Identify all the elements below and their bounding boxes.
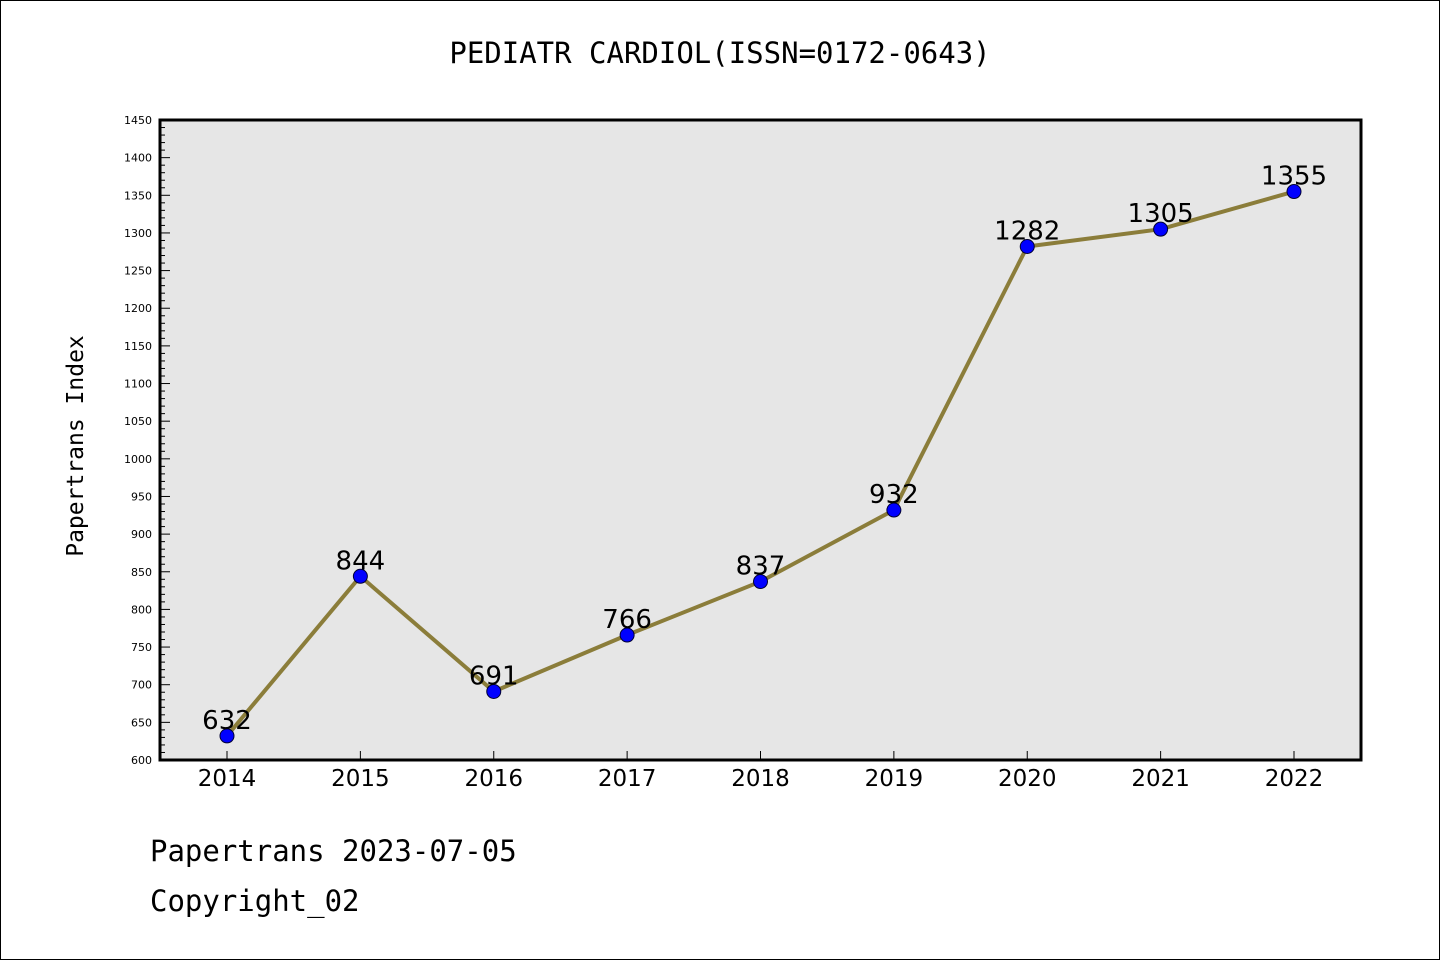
y-tick-label: 1000 (124, 453, 152, 466)
x-tick-label: 2019 (865, 766, 924, 792)
x-tick-label: 2015 (331, 766, 390, 792)
data-markers (219, 184, 1302, 744)
data-label: 1282 (994, 216, 1060, 246)
x-tick-label: 2021 (1131, 766, 1190, 792)
y-tick-label: 600 (131, 754, 152, 767)
y-tick-label: 1250 (124, 265, 152, 278)
x-tick-label: 2018 (731, 766, 790, 792)
x-tick-label: 2014 (198, 766, 257, 792)
y-tick-label: 1450 (124, 114, 152, 127)
y-tick-label: 1400 (124, 152, 152, 165)
data-point-marker (1286, 184, 1302, 200)
x-tick-label: 2016 (464, 766, 523, 792)
x-tick-label: 2022 (1265, 766, 1324, 792)
data-point-marker (219, 728, 235, 744)
data-label: 844 (336, 546, 386, 576)
data-labels: 632 844 691 766 837 932 1282 1305 1355 (202, 162, 1327, 736)
x-axis-ticks: 2014 2015 2016 2017 2018 2019 2020 2021 2022 (198, 751, 1324, 792)
y-tick-label: 1050 (124, 415, 152, 428)
data-label: 932 (869, 480, 919, 510)
y-tick-label: 750 (131, 641, 152, 654)
x-tick-label: 2017 (598, 766, 657, 792)
data-point-marker (886, 502, 902, 518)
data-label: 1355 (1261, 162, 1327, 192)
y-tick-label: 1350 (124, 189, 152, 202)
data-point-marker (619, 627, 635, 643)
footer-date: Papertrans 2023-07-05 (150, 834, 517, 868)
y-tick-label: 1100 (124, 378, 152, 391)
y-tick-label: 1150 (124, 340, 152, 353)
data-label: 1305 (1128, 199, 1194, 229)
data-point-marker (352, 568, 368, 584)
plot-border (158, 118, 1363, 762)
y-tick-label: 700 (131, 679, 152, 692)
footer-copyright: Copyright_02 (150, 884, 360, 918)
y-tick-label: 950 (131, 490, 152, 503)
y-tick-label: 800 (131, 603, 152, 616)
y-tick-label: 850 (131, 566, 152, 579)
y-axis-ticks: 600 650 700 750 800 850 900 950 1000 1050 1100 1150… (124, 114, 170, 767)
data-label: 837 (736, 552, 786, 582)
y-tick-label: 1300 (124, 227, 152, 240)
data-label: 691 (469, 661, 519, 691)
y-tick-label: 650 (131, 716, 152, 729)
data-point-marker (486, 683, 502, 699)
chart-title: PEDIATR CARDIOL(ISSN=0172-0643) (449, 36, 991, 70)
y-tick-label: 1200 (124, 302, 152, 315)
data-point-marker (753, 574, 768, 590)
y-tick-label: 900 (131, 528, 152, 541)
data-label: 766 (602, 605, 652, 635)
data-point-marker (1019, 238, 1035, 254)
data-point-marker (1153, 221, 1169, 237)
x-tick-label: 2020 (998, 766, 1057, 792)
data-label: 632 (202, 706, 252, 736)
